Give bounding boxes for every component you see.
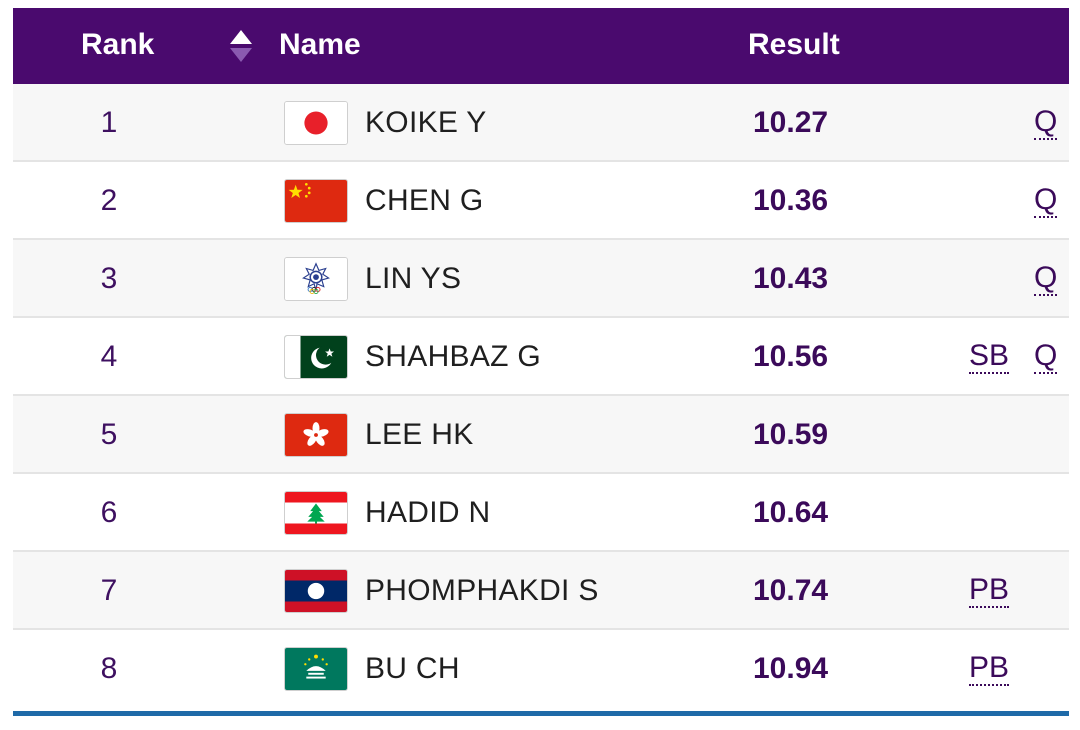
- athlete-name[interactable]: KOIKE Y: [365, 106, 487, 139]
- table-row[interactable]: 3 LIN YS 10.43 Q: [13, 240, 1069, 318]
- table-bottom-rule: [13, 711, 1069, 716]
- athlete-name[interactable]: CHEN G: [365, 184, 484, 217]
- table-row[interactable]: 1 KOIKE Y 10.27 Q: [13, 84, 1069, 162]
- table-row[interactable]: 2 CHEN G 10.36 Q: [13, 162, 1069, 240]
- result-time: 10.43: [753, 262, 829, 295]
- table-row[interactable]: 7 PHOMPHAKDI S 10.74 PB: [13, 552, 1069, 630]
- sort-icon[interactable]: [229, 28, 253, 66]
- japan-flag-icon: [284, 101, 348, 145]
- result-time: 10.27: [753, 106, 829, 139]
- table-header: Rank Name Result: [13, 8, 1069, 84]
- result-time: 10.94: [753, 652, 829, 685]
- result-time: 10.36: [753, 184, 829, 217]
- personal-best-badge[interactable]: PB: [969, 573, 1010, 608]
- rank-cell: 6: [100, 496, 118, 529]
- athlete-name[interactable]: LEE HK: [365, 418, 474, 451]
- pakistan-flag-icon: [284, 335, 348, 379]
- lebanon-flag-icon: [284, 491, 348, 535]
- chinese-taipei-flag-icon: [284, 257, 348, 301]
- rank-cell: 7: [100, 574, 118, 607]
- rank-cell: 4: [100, 340, 118, 373]
- rank-cell: 3: [100, 262, 118, 295]
- rank-cell: 1: [100, 106, 118, 139]
- personal-best-badge[interactable]: PB: [969, 651, 1010, 686]
- qualified-badge[interactable]: Q: [1034, 261, 1058, 296]
- china-flag-icon: [284, 179, 348, 223]
- macau-flag-icon: [284, 647, 348, 691]
- result-time: 10.59: [753, 418, 829, 451]
- results-table: Rank Name Result 1 KOIKE Y 10.27 Q 2: [13, 8, 1069, 708]
- laos-flag-icon: [284, 569, 348, 613]
- result-time: 10.56: [753, 340, 829, 373]
- rank-cell: 8: [100, 652, 118, 685]
- athlete-name[interactable]: SHAHBAZ G: [365, 340, 542, 373]
- result-time: 10.64: [753, 496, 829, 529]
- result-time: 10.74: [753, 574, 829, 607]
- rank-cell: 2: [100, 184, 118, 217]
- rank-cell: 5: [100, 418, 118, 451]
- athlete-name[interactable]: BU CH: [365, 652, 460, 685]
- table-row[interactable]: 5 LEE HK 10.59: [13, 396, 1069, 474]
- athlete-name[interactable]: HADID N: [365, 496, 491, 529]
- qualified-badge[interactable]: Q: [1034, 183, 1058, 218]
- result-column-header[interactable]: Result: [748, 28, 840, 61]
- name-column-header[interactable]: Name: [279, 28, 361, 61]
- table-row[interactable]: 4 SHAHBAZ G 10.56 SB Q: [13, 318, 1069, 396]
- season-best-badge[interactable]: SB: [969, 339, 1010, 374]
- qualified-badge[interactable]: Q: [1034, 339, 1058, 374]
- table-row[interactable]: 8 BU CH 10.94 PB: [13, 630, 1069, 708]
- table-row[interactable]: 6 HADID N 10.64: [13, 474, 1069, 552]
- hong-kong-flag-icon: [284, 413, 348, 457]
- rank-column-header[interactable]: Rank: [81, 28, 155, 61]
- athlete-name[interactable]: PHOMPHAKDI S: [365, 574, 599, 607]
- qualified-badge[interactable]: Q: [1034, 105, 1058, 140]
- athlete-name[interactable]: LIN YS: [365, 262, 462, 295]
